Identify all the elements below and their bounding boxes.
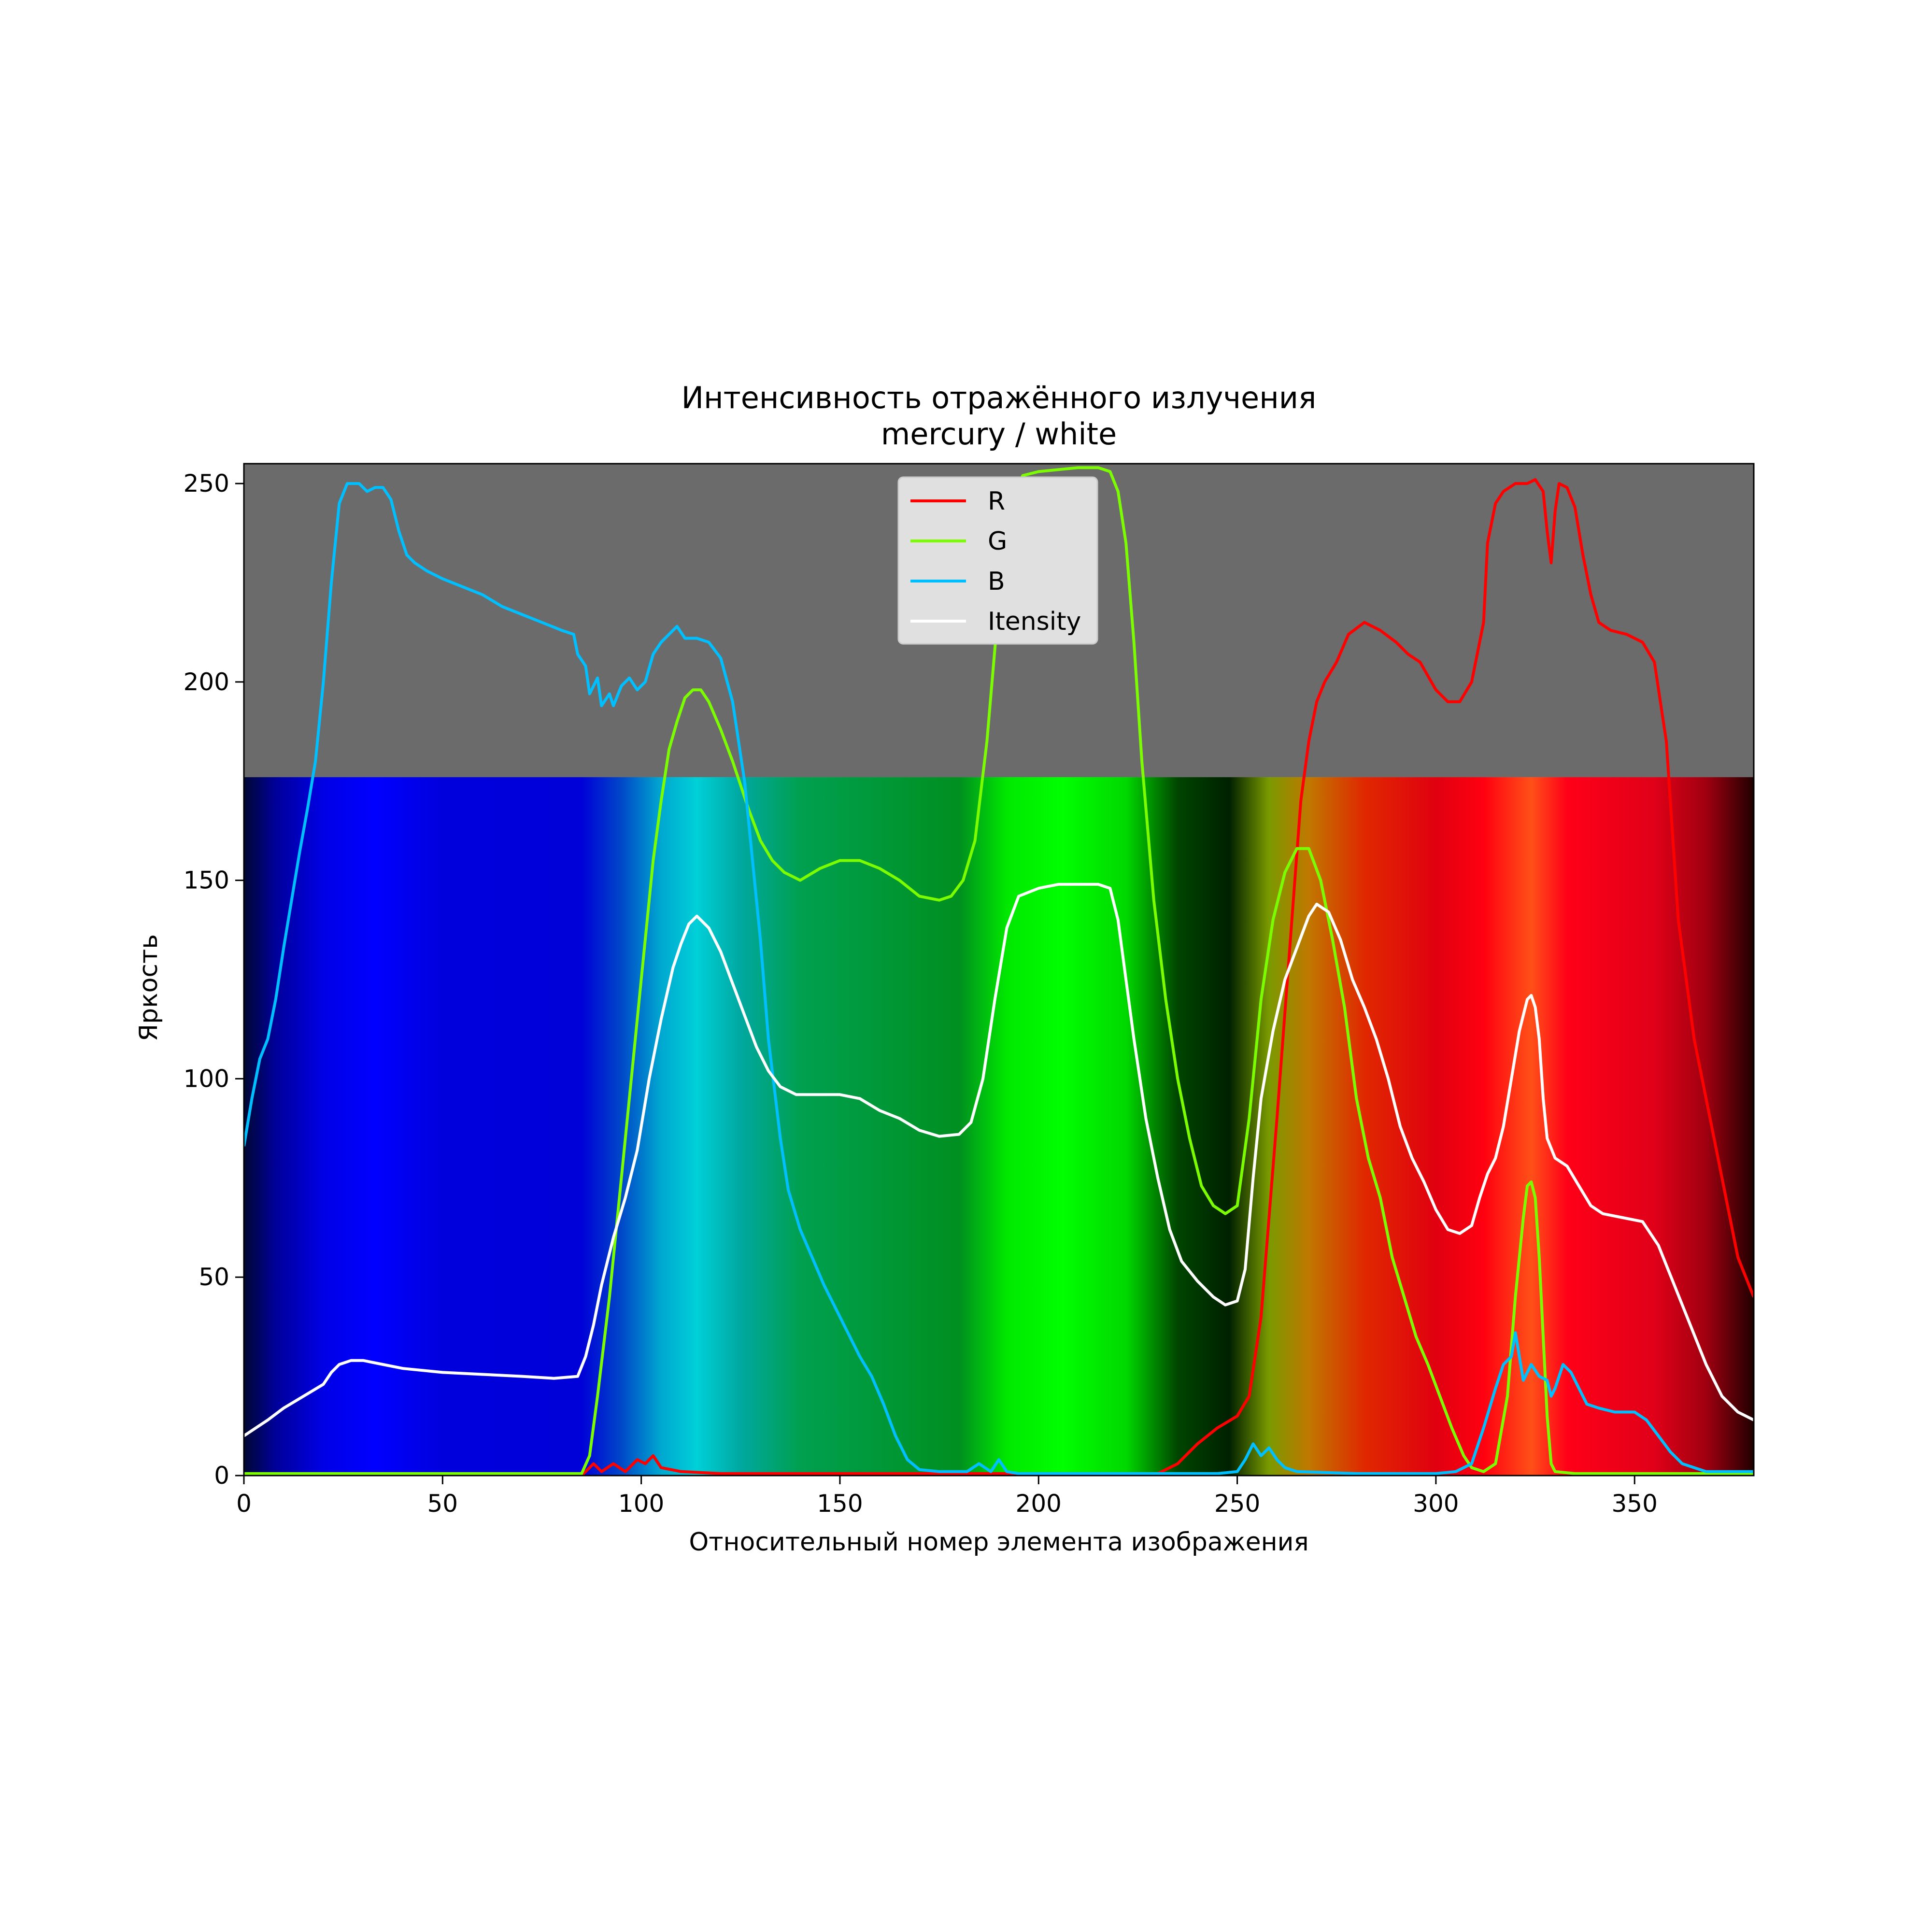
x-tick-label: 200 (1016, 1490, 1062, 1518)
plot-frame (243, 463, 1755, 1477)
legend-label-itensity: Itensity (988, 607, 1081, 636)
x-tick-label: 150 (817, 1490, 863, 1518)
x-tick-label: 350 (1611, 1490, 1657, 1518)
y-tick-label: 100 (184, 1065, 229, 1093)
series-layer (244, 466, 1754, 1476)
x-tick-label: 0 (236, 1490, 252, 1518)
series-line-r (244, 478, 1754, 1476)
chart-subtitle: mercury / white (881, 416, 1117, 452)
series-line-itensity (244, 882, 1754, 1437)
y-axis-label: Яркость (134, 934, 163, 1041)
y-axis: 0 50 100 150 200 250 (184, 469, 244, 1490)
legend-label-r: R (988, 487, 1005, 516)
y-tick-label: 200 (184, 668, 229, 696)
y-tick-label: 250 (184, 469, 229, 497)
x-axis-label: Относительный номер элемента изображения (689, 1528, 1308, 1557)
x-tick-label: 250 (1214, 1490, 1260, 1518)
chart-title: Интенсивность отражённого излучения (682, 380, 1317, 415)
y-tick-label: 0 (214, 1462, 229, 1490)
x-tick-label: 100 (618, 1490, 664, 1518)
x-tick-label: 300 (1413, 1490, 1459, 1518)
legend-label-b: B (988, 567, 1005, 596)
series-line-b (244, 482, 1754, 1475)
x-axis: 0 50 100 150 200 250 300 350 (236, 1476, 1658, 1518)
series-line-g (244, 466, 1754, 1475)
legend: RGB Itensity (897, 476, 1098, 645)
y-tick-label: 50 (199, 1263, 229, 1291)
x-tick-label: 50 (427, 1490, 458, 1518)
legend-label-g: G (988, 527, 1007, 556)
y-tick-label: 150 (184, 867, 229, 895)
legend-box (897, 476, 1098, 645)
